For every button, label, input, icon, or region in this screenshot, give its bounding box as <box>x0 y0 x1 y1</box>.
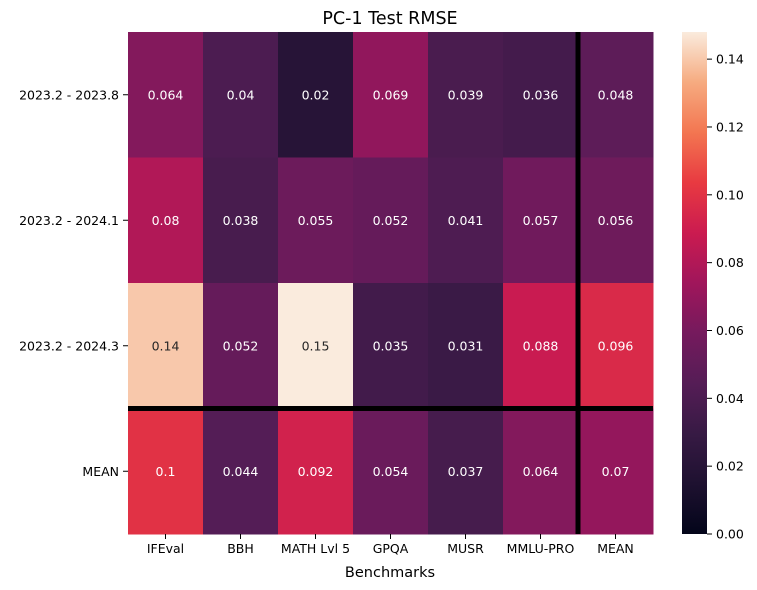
cell-value-label: 0.039 <box>448 87 484 102</box>
cell-value-label: 0.04 <box>227 87 255 102</box>
heatmap-cell <box>128 157 204 284</box>
y-tick-label: 2023.2 - 2024.3 <box>19 338 119 353</box>
y-tick-label: 2023.2 - 2023.8 <box>19 87 119 102</box>
cell-value-label: 0.064 <box>523 464 559 479</box>
cell-value-label: 0.038 <box>223 213 259 228</box>
heatmap-cell <box>278 408 354 535</box>
heatmap-cell <box>503 408 579 535</box>
heatmap-cell <box>353 157 429 284</box>
cell-value-label: 0.07 <box>602 464 630 479</box>
x-axis: IFEval BBH MATH Lvl 5 GPQA MUSR MMLU-PRO MEAN <box>147 534 634 556</box>
colorbar-tick-label: 0.08 <box>716 255 744 270</box>
heatmap-cell <box>428 408 504 535</box>
colorbar-tick-label: 0.06 <box>716 323 744 338</box>
cell-value-label: 0.1 <box>156 464 176 479</box>
heatmap-cell <box>578 32 654 158</box>
cell-value-label: 0.055 <box>298 213 334 228</box>
x-tick-label: BBH <box>227 541 254 556</box>
cell-value-label: 0.064 <box>148 87 184 102</box>
heatmap-cell <box>503 283 579 409</box>
y-tick-label: MEAN <box>82 464 119 479</box>
colorbar-gradient <box>682 32 707 534</box>
heatmap-cell <box>203 32 279 158</box>
cell-labels: 0.064 0.04 0.02 0.069 0.039 0.036 0.048 0.08 0.0… <box>148 87 634 479</box>
x-tick-label: GPQA <box>373 541 409 556</box>
heatmap-cell <box>428 157 504 284</box>
cell-value-label: 0.048 <box>598 87 634 102</box>
cell-value-label: 0.15 <box>302 338 330 353</box>
heatmap-cell <box>278 157 354 284</box>
heatmap-cells <box>128 32 654 535</box>
cell-value-label: 0.052 <box>223 338 259 353</box>
cell-value-label: 0.054 <box>373 464 409 479</box>
colorbar-tick-label: 0.14 <box>716 52 744 67</box>
chart-title: PC-1 Test RMSE <box>322 9 457 29</box>
heatmap-cell <box>428 283 504 409</box>
cell-value-label: 0.031 <box>448 338 484 353</box>
heatmap-cell <box>353 32 429 158</box>
cell-value-label: 0.041 <box>448 213 484 228</box>
x-axis-label: Benchmarks <box>345 565 435 581</box>
cell-value-label: 0.02 <box>302 87 330 102</box>
heatmap-cell <box>428 32 504 158</box>
colorbar-tick-label: 0.12 <box>716 119 744 134</box>
y-axis: 2023.2 - 2023.8 2023.2 - 2024.1 2023.2 - 2… <box>19 87 128 479</box>
heatmap-cell <box>503 32 579 158</box>
heatmap-cell <box>503 157 579 284</box>
cell-value-label: 0.08 <box>152 213 180 228</box>
heatmap-cell <box>578 283 654 409</box>
heatmap-cell <box>578 157 654 284</box>
cell-value-label: 0.088 <box>523 338 559 353</box>
cell-value-label: 0.036 <box>523 87 559 102</box>
heatmap-cell <box>578 408 654 535</box>
x-tick-label: MEAN <box>597 541 634 556</box>
x-tick-label: MUSR <box>447 541 484 556</box>
cell-value-label: 0.037 <box>448 464 484 479</box>
colorbar-tick-label: 0.04 <box>716 391 744 406</box>
colorbar-tick-label: 0.10 <box>716 187 744 202</box>
separator-lines <box>128 32 653 534</box>
heatmap-cell <box>203 283 279 409</box>
heatmap-cell <box>203 408 279 535</box>
colorbar: 0.00 0.02 0.04 0.06 0.08 0.10 0.12 0.14 <box>682 32 744 542</box>
heatmap-cell <box>353 283 429 409</box>
cell-value-label: 0.092 <box>298 464 334 479</box>
cell-value-label: 0.096 <box>598 338 634 353</box>
x-tick-label: MATH Lvl 5 <box>281 541 350 556</box>
x-tick-label: MMLU-PRO <box>507 541 575 556</box>
cell-value-label: 0.044 <box>223 464 259 479</box>
cell-value-label: 0.14 <box>152 338 180 353</box>
heatmap-cell <box>203 157 279 284</box>
heatmap-cell <box>353 408 429 535</box>
cell-value-label: 0.056 <box>598 213 634 228</box>
cell-value-label: 0.069 <box>373 87 409 102</box>
cell-value-label: 0.057 <box>523 213 559 228</box>
colorbar-tick-label: 0.02 <box>716 459 744 474</box>
heatmap-cell <box>128 283 204 409</box>
heatmap-cell <box>128 32 204 158</box>
y-tick-label: 2023.2 - 2024.1 <box>19 213 119 228</box>
x-tick-label: IFEval <box>147 541 184 556</box>
heatmap-cell <box>278 32 354 158</box>
cell-value-label: 0.035 <box>373 338 409 353</box>
heatmap-cell <box>128 408 204 535</box>
heatmap-cell <box>278 283 354 409</box>
cell-value-label: 0.052 <box>373 213 409 228</box>
colorbar-tick-label: 0.00 <box>716 527 744 542</box>
